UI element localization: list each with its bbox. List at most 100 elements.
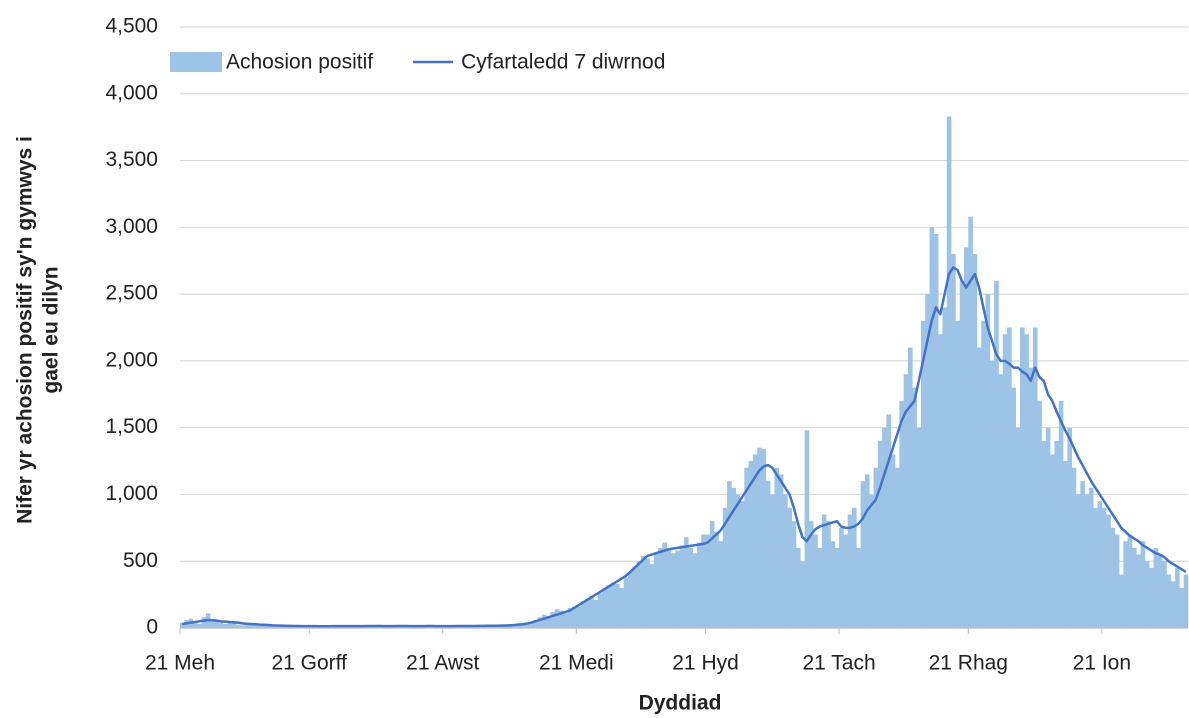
bar bbox=[498, 626, 504, 628]
bar bbox=[864, 474, 870, 628]
bar bbox=[778, 474, 784, 628]
bar bbox=[554, 609, 560, 628]
bar bbox=[1058, 400, 1064, 628]
bar bbox=[645, 558, 650, 628]
bar bbox=[895, 467, 900, 628]
bar bbox=[1101, 507, 1107, 628]
bar bbox=[796, 547, 801, 628]
bar bbox=[968, 216, 973, 628]
bar bbox=[593, 599, 599, 628]
bar bbox=[1007, 327, 1012, 628]
bar bbox=[1153, 547, 1159, 628]
bar bbox=[1106, 514, 1111, 628]
bar bbox=[839, 527, 844, 628]
bar bbox=[843, 534, 848, 628]
bar bbox=[1054, 441, 1060, 628]
bar bbox=[1032, 327, 1038, 628]
bar bbox=[610, 582, 616, 628]
bar bbox=[1170, 581, 1176, 628]
bar bbox=[511, 624, 517, 628]
bar bbox=[658, 547, 663, 628]
bar bbox=[602, 587, 607, 628]
bar bbox=[916, 427, 922, 628]
bar bbox=[727, 481, 732, 628]
x-tick-label: 21 Tach bbox=[802, 652, 875, 675]
bar bbox=[253, 625, 258, 628]
bar bbox=[1028, 367, 1034, 628]
bar bbox=[210, 619, 215, 628]
bar bbox=[679, 545, 685, 628]
bar bbox=[981, 320, 986, 628]
bar bbox=[765, 481, 771, 628]
bar bbox=[576, 606, 581, 628]
y-tick-label: 0 bbox=[146, 616, 158, 639]
bar bbox=[352, 626, 357, 628]
bar bbox=[886, 414, 892, 628]
y-axis-title: Nifer yr achosion positif sy'n gymwys i … bbox=[14, 136, 63, 524]
bar bbox=[1127, 534, 1133, 628]
bar bbox=[1179, 587, 1184, 628]
bar bbox=[908, 347, 913, 628]
x-axis-title: Dyddiad bbox=[639, 692, 722, 715]
bar bbox=[1097, 501, 1103, 628]
y-axis-title-line: gael eu dilyn bbox=[40, 266, 63, 393]
bar bbox=[619, 587, 624, 628]
bar bbox=[516, 624, 521, 628]
x-tick-label: 21 Gorff bbox=[271, 652, 347, 675]
bar bbox=[783, 494, 788, 628]
bar bbox=[580, 601, 586, 628]
bar bbox=[860, 481, 866, 628]
bar bbox=[1015, 427, 1021, 628]
bar bbox=[684, 537, 689, 628]
bar bbox=[1080, 481, 1085, 628]
bar bbox=[1149, 567, 1154, 628]
bar bbox=[951, 254, 956, 629]
bar bbox=[830, 541, 836, 628]
bar bbox=[821, 514, 827, 628]
bar bbox=[1140, 541, 1146, 628]
bar bbox=[744, 467, 749, 628]
bar bbox=[628, 571, 633, 628]
bar bbox=[524, 623, 530, 628]
bar bbox=[632, 566, 637, 628]
bar bbox=[959, 280, 965, 628]
bar bbox=[1063, 461, 1068, 628]
bar bbox=[197, 623, 202, 628]
bar bbox=[559, 610, 564, 628]
x-tick-label: 21 Ion bbox=[1073, 652, 1131, 675]
bar bbox=[240, 625, 245, 628]
bar bbox=[735, 494, 741, 628]
bar bbox=[546, 615, 551, 628]
bar bbox=[856, 547, 861, 628]
bar bbox=[649, 563, 655, 628]
y-tick-label: 500 bbox=[123, 549, 158, 572]
bar bbox=[994, 280, 999, 628]
legend-swatch bbox=[170, 52, 222, 72]
bar bbox=[597, 593, 603, 628]
bar bbox=[869, 494, 874, 628]
bar bbox=[1166, 574, 1172, 628]
bar bbox=[817, 547, 823, 628]
bar bbox=[533, 619, 538, 628]
bar bbox=[688, 547, 693, 628]
bar bbox=[800, 561, 805, 628]
legend-label: Cyfartaledd 7 diwrnod bbox=[461, 51, 665, 74]
bar bbox=[218, 622, 224, 628]
bar bbox=[214, 621, 220, 628]
bar bbox=[882, 427, 887, 628]
y-tick-label: 4,500 bbox=[105, 15, 158, 38]
bar bbox=[270, 625, 276, 628]
bar bbox=[201, 617, 207, 628]
bar bbox=[933, 234, 939, 628]
bar bbox=[1024, 334, 1029, 628]
bar bbox=[972, 254, 978, 629]
bar bbox=[989, 360, 995, 628]
bar bbox=[227, 621, 232, 628]
bar bbox=[925, 294, 930, 628]
bar bbox=[1132, 547, 1137, 628]
y-tick-label: 2,500 bbox=[105, 282, 158, 305]
y-tick-label: 1,000 bbox=[105, 482, 158, 505]
bar bbox=[912, 387, 917, 628]
bar bbox=[244, 623, 250, 628]
